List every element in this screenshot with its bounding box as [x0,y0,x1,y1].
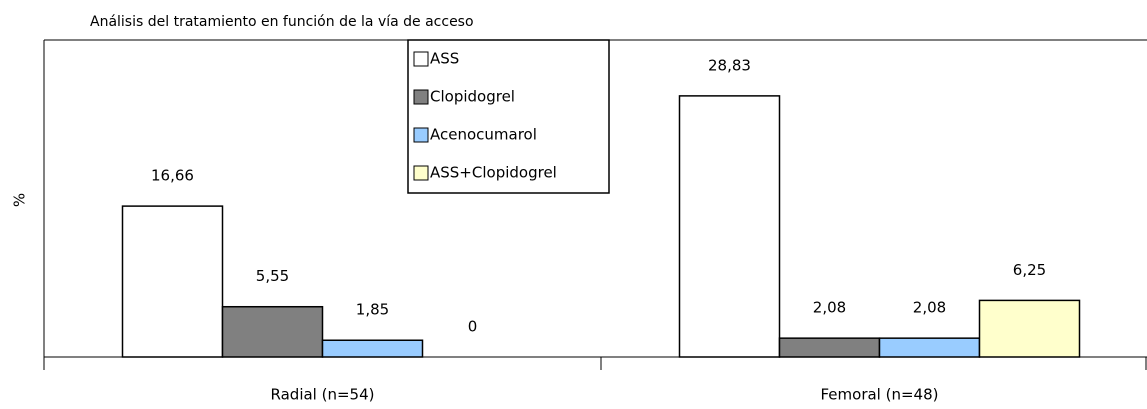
legend-label: Acenocumarol [430,126,537,144]
bar [878,337,981,358]
bar [778,337,881,358]
x-tick-label: Radial (n=54) [271,386,375,404]
legend-swatch [413,165,429,181]
legend-swatch [413,127,429,143]
legend-swatch [413,51,429,67]
bar [221,305,324,358]
bar [321,339,424,358]
y-axis-label: % [11,193,29,207]
bar [121,205,224,358]
data-label: 2,08 [813,299,846,317]
x-tick-label: Femoral (n=48) [821,386,939,404]
legend-label: Clopidogrel [430,88,515,106]
legend-box [407,39,610,194]
data-label: 5,55 [256,267,289,285]
bar [978,299,1081,358]
bar [678,95,781,358]
data-label: 1,85 [356,301,389,319]
legend-label: ASS+Clopidogrel [430,164,557,182]
data-label: 0 [468,318,478,336]
data-label: 28,83 [708,56,751,74]
chart-title: Análisis del tratamiento en función de l… [90,14,474,30]
legend-swatch [413,89,429,105]
data-label: 16,66 [151,167,194,185]
legend-label: ASS [430,50,459,68]
data-label: 2,08 [913,299,946,317]
data-label: 6,25 [1013,261,1046,279]
